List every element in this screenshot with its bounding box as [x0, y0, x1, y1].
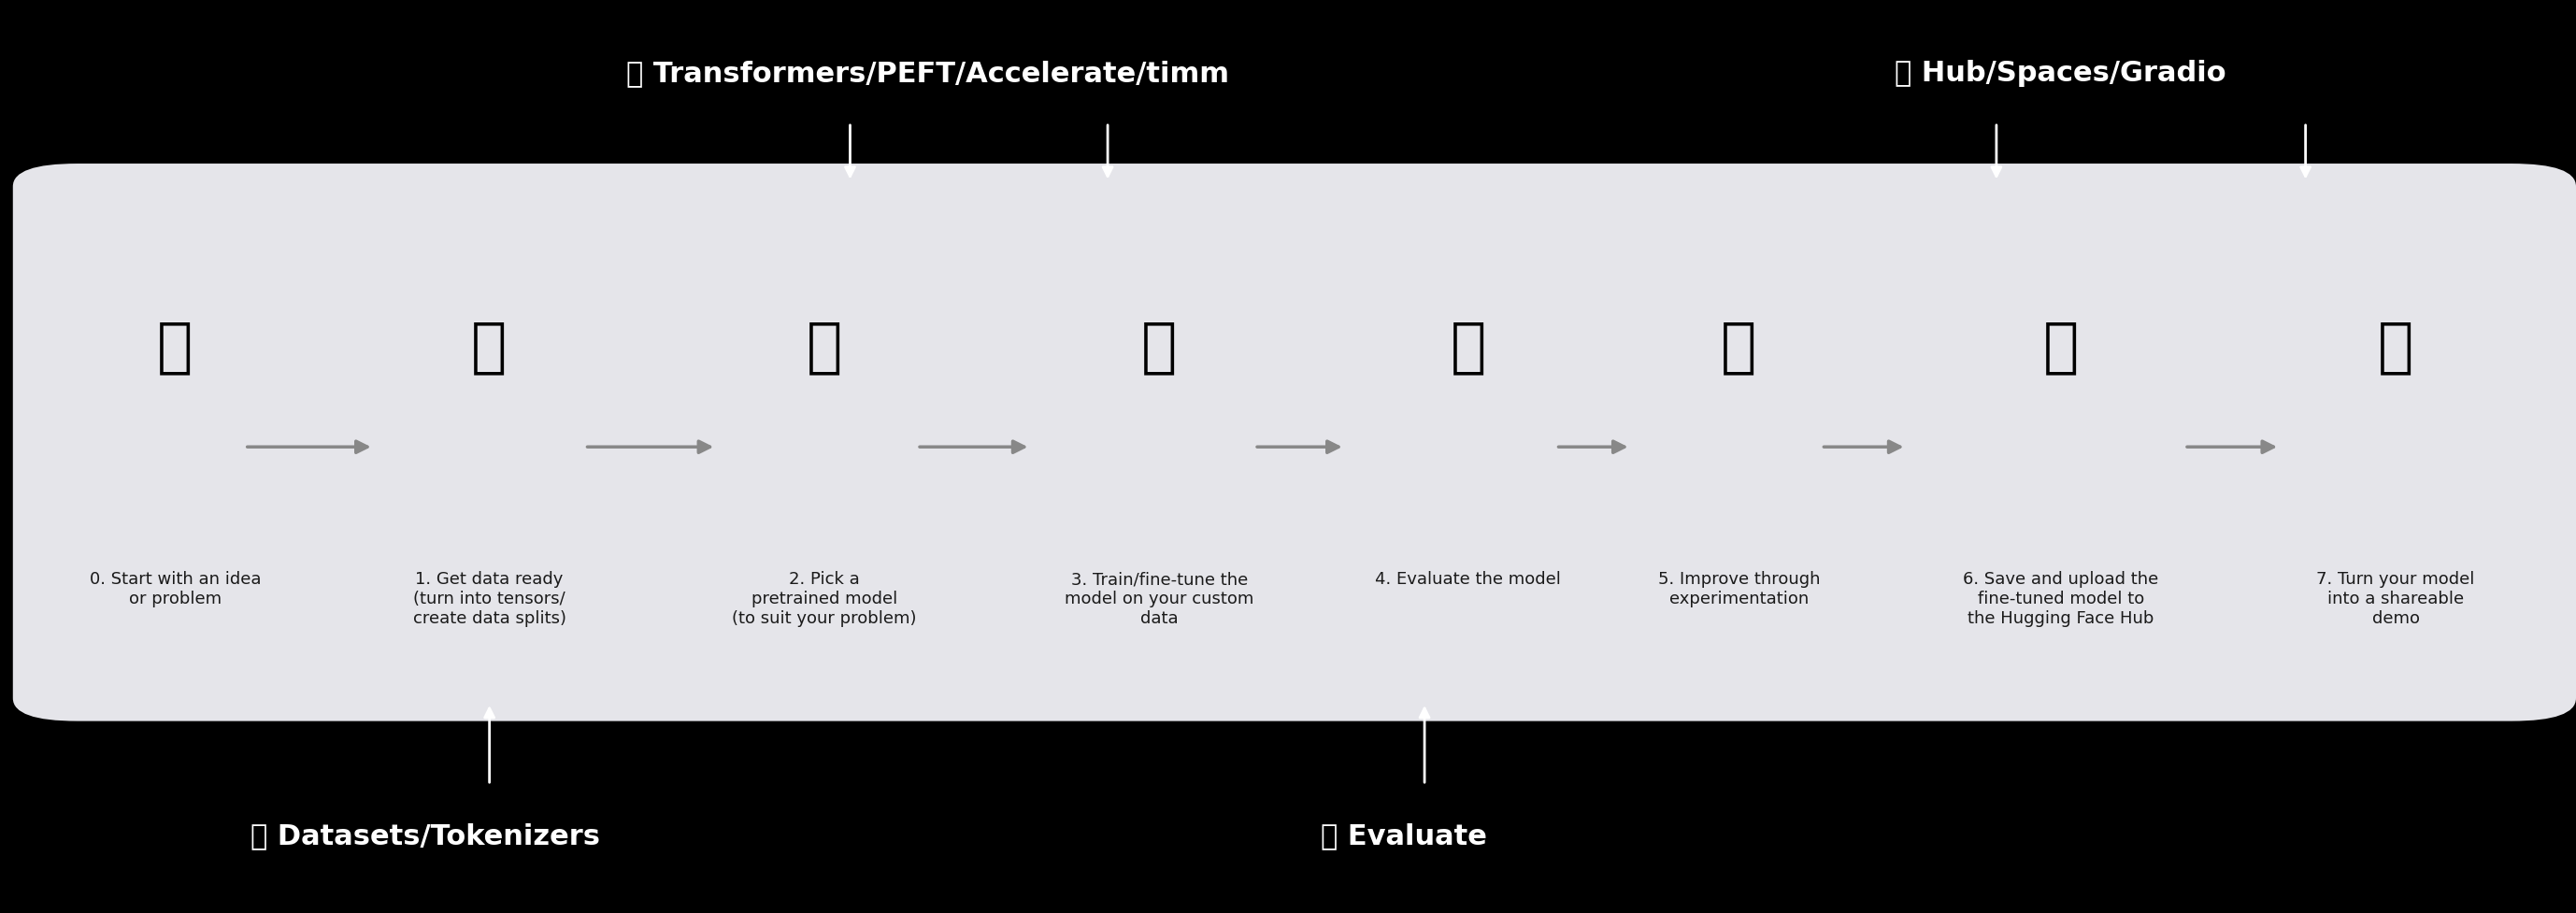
Text: 2. Pick a
pretrained model
(to suit your problem): 2. Pick a pretrained model (to suit your…: [732, 571, 917, 626]
Text: 6. Save and upload the
fine-tuned model to
the Hugging Face Hub: 6. Save and upload the fine-tuned model …: [1963, 571, 2159, 626]
Text: 3. Train/fine-tune the
model on your custom
data: 3. Train/fine-tune the model on your cus…: [1064, 571, 1255, 626]
FancyBboxPatch shape: [13, 164, 2576, 721]
Text: 🧠: 🧠: [1141, 318, 1177, 376]
Text: 🔬: 🔬: [1721, 318, 1757, 376]
Text: 4. Evaluate the model: 4. Evaluate the model: [1376, 571, 1561, 587]
Text: 🤗 Datasets/Tokenizers: 🤗 Datasets/Tokenizers: [250, 822, 600, 849]
Text: 💾: 💾: [2043, 318, 2079, 376]
Text: 🤗 Evaluate: 🤗 Evaluate: [1321, 822, 1486, 849]
Text: 5. Improve through
experimentation: 5. Improve through experimentation: [1659, 571, 1819, 607]
Text: 🤗 Transformers/PEFT/Accelerate/timm: 🤗 Transformers/PEFT/Accelerate/timm: [626, 59, 1229, 87]
Text: ✅: ✅: [1450, 318, 1486, 376]
Text: 🤗 Hub/Spaces/Gradio: 🤗 Hub/Spaces/Gradio: [1896, 59, 2226, 87]
Text: 7. Turn your model
into a shareable
demo: 7. Turn your model into a shareable demo: [2316, 571, 2476, 626]
Text: 🗄️: 🗄️: [471, 318, 507, 376]
Text: 🤗: 🤗: [806, 318, 842, 376]
Text: 1. Get data ready
(turn into tensors/
create data splits): 1. Get data ready (turn into tensors/ cr…: [412, 571, 567, 626]
Text: 💡: 💡: [157, 318, 193, 376]
Text: 🖥️: 🖥️: [2378, 318, 2414, 376]
Text: 0. Start with an idea
or problem: 0. Start with an idea or problem: [90, 571, 260, 607]
